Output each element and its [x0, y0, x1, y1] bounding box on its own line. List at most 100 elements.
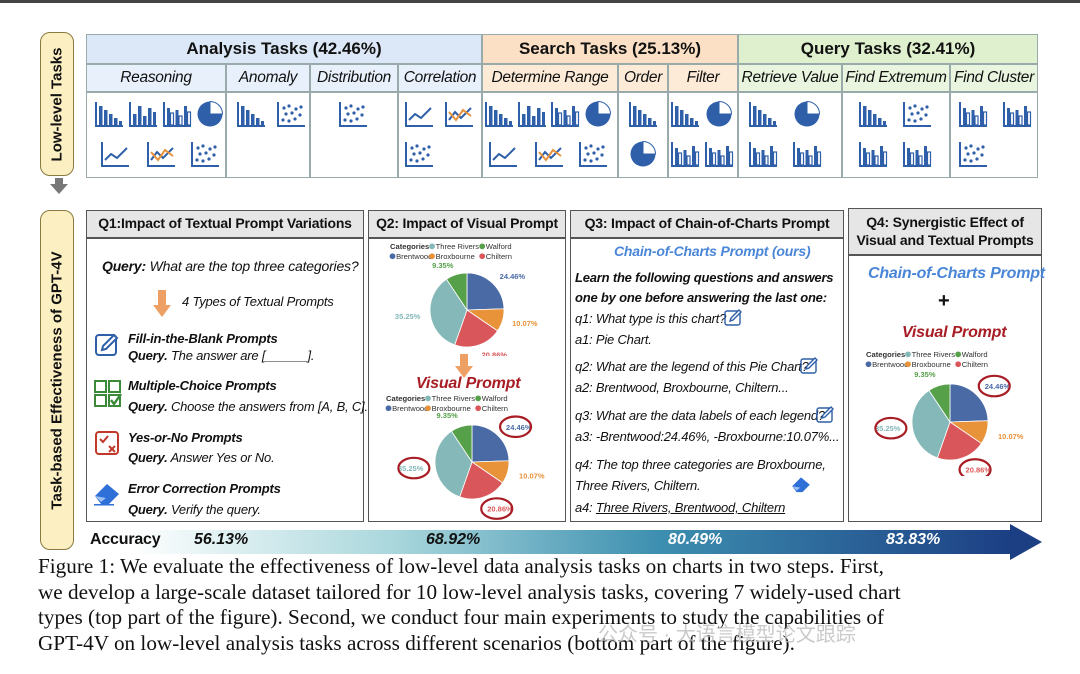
q3-panel: [570, 238, 844, 522]
multi-line-chart-icon: [444, 100, 474, 128]
legend-marker: [389, 253, 396, 260]
q1-prompt-2-text: Choose the answers from [A, B, C].: [170, 399, 368, 414]
q4-pie-chart-annotated: Categories Three Rivers Walford Brentwood Br…: [865, 350, 1024, 476]
q1-prompt-4-prefix: Query.: [128, 502, 168, 517]
q1-prompt-4-detail: Query. Verify the query.: [128, 502, 261, 517]
pencil-icon: [95, 333, 119, 356]
q1-query-prefix: Query:: [102, 258, 146, 274]
icons-find-cluster: [950, 92, 1038, 178]
pie-slice: [434, 430, 473, 498]
task-distribution-label: Distribution: [317, 69, 391, 86]
accuracy-value-q4: 83.83%: [886, 531, 941, 548]
task-reasoning-label: Reasoning: [120, 69, 192, 86]
visual-prompt-circle: [498, 415, 533, 439]
pie-data-label: 10.07%: [512, 319, 538, 328]
legend-title: Categories: [390, 242, 429, 251]
q3-a2: a2: Brentwood, Broxbourne, Chiltern...: [575, 380, 789, 395]
q1-prompt-2-prefix: Query.: [128, 399, 168, 414]
bar-chart-icon: [517, 100, 547, 128]
q2-title-text: Q2: Impact of Visual Prompt: [376, 215, 558, 232]
q1-title-text: Q1:Impact of Textual Prompt Variations: [98, 215, 352, 232]
pie-data-label: 9.35%: [432, 261, 454, 270]
q3-a3: a3: -Brentwood:24.46%, -Broxbourne:10.07…: [575, 429, 840, 444]
q1-query: Query: What are the top three categories…: [102, 258, 359, 274]
task-correlation: Correlation: [398, 64, 482, 92]
accuracy-value-q1: 56.13%: [194, 531, 249, 548]
legend-marker: [479, 253, 486, 260]
legend-marker: [475, 395, 482, 402]
legend-entry: Walford: [962, 350, 988, 359]
pie-chart-icon: [704, 100, 734, 128]
q4-title-line1: Q4: Synergistic Effect of: [866, 214, 1024, 230]
accuracy-arrow-head-icon: [1010, 524, 1042, 560]
task-find-extremum-label: Find Extremum: [845, 69, 947, 86]
q3-q3: q3: What are the data labels of each leg…: [575, 408, 825, 423]
scatter-plot-icon: [190, 140, 220, 168]
pie-data-label: 20.86%: [487, 505, 513, 514]
task-based-effectiveness-text: Task-based Effectiveness of GPT-4V: [48, 250, 66, 510]
pie-data-label: 35.25%: [875, 424, 901, 433]
pie-data-label: 24.46%: [985, 382, 1011, 391]
scatter-plot-icon: [404, 140, 434, 168]
task-anomaly-label: Anomaly: [238, 69, 298, 86]
legend-marker: [955, 361, 962, 368]
task-retrieve-value: Retrieve Value: [738, 64, 842, 92]
legend-marker: [429, 243, 435, 250]
legend-entry: Broxbourne: [432, 404, 471, 413]
q4-title-line2: Visual and Textual Prompts: [856, 231, 1034, 248]
q1-prompt-3-prefix: Query.: [128, 450, 168, 465]
q4-plus: +: [938, 290, 950, 312]
eraser-icon: [792, 477, 810, 493]
bar-chart-icon: [236, 100, 266, 128]
q3-subtitle: Chain-of-Charts Prompt (ours): [614, 243, 811, 259]
grouped-bar-chart-icon: [670, 140, 700, 168]
pie-slice: [911, 389, 951, 459]
grouped-bar-chart-icon: [1002, 100, 1032, 128]
scatter-plot-icon: [902, 100, 932, 128]
grouped-bar-chart-icon: [704, 140, 734, 168]
task-based-effectiveness-label: Task-based Effectiveness of GPT-4V: [40, 210, 74, 550]
pie-data-label: 9.35%: [914, 370, 936, 379]
pie-data-label: 24.46%: [500, 272, 526, 281]
visual-prompt-circle: [874, 416, 908, 440]
top-border: [0, 0, 1080, 3]
bar-chart-icon: [858, 100, 888, 128]
grouped-bar-chart-icon: [550, 100, 580, 128]
pie-data-label: 9.35%: [437, 411, 459, 420]
scatter-plot-icon: [338, 100, 368, 128]
pie-slice: [459, 461, 504, 500]
accuracy-gradient-bar: [130, 530, 1010, 554]
q3-a4: a4: Three Rivers, Brentwood, Chiltern: [575, 500, 785, 515]
scatter-plot-icon: [276, 100, 306, 128]
q3-q4-line1: q4: The top three categories are Broxbou…: [575, 457, 826, 472]
pie-data-label: 20.86%: [482, 351, 508, 356]
visual-prompt-circle: [480, 497, 514, 520]
grouped-bar-chart-icon: [162, 100, 192, 128]
q3-intro-1: Learn the following questions and answer…: [575, 270, 834, 285]
bar-chart-icon: [94, 100, 124, 128]
task-filter: Filter: [668, 64, 738, 92]
legend-marker: [429, 253, 435, 260]
low-level-tasks-text: Low-level Tasks: [48, 47, 66, 161]
task-anomaly: Anomaly: [226, 64, 310, 92]
grouped-bar-chart-icon: [902, 140, 932, 168]
legend-entry: Broxbourne: [912, 360, 951, 369]
group-analysis-label: Analysis Tasks (42.46%): [186, 39, 382, 58]
caption-line-4: GPT-4V on low-level analysis tasks acros…: [38, 630, 795, 655]
scatter-plot-icon: [578, 140, 608, 168]
task-order: Order: [618, 64, 668, 92]
q3-title: Q3: Impact of Chain-of-Charts Prompt: [570, 210, 844, 238]
legend-marker: [385, 405, 392, 412]
q1-prompt-1-detail: Query. The answer are [______].: [128, 348, 314, 363]
q2-pie-chart-plain: Categories Three Rivers Walford Brentwood Br…: [389, 242, 538, 356]
icons-anomaly: [226, 92, 310, 178]
pie-slice: [466, 272, 505, 311]
pie-data-label: 35.25%: [398, 464, 424, 473]
q3-intro-2: one by one before answering the last one…: [575, 290, 827, 305]
legend-marker: [425, 405, 431, 412]
caption-line-3: types (top part of the figure). Second, …: [38, 605, 885, 629]
task-filter-label: Filter: [686, 69, 720, 86]
q1-prompt-4-name: Error Correction Prompts: [128, 481, 281, 496]
pie-chart-icon: [195, 100, 225, 128]
bar-chart-icon: [670, 100, 700, 128]
